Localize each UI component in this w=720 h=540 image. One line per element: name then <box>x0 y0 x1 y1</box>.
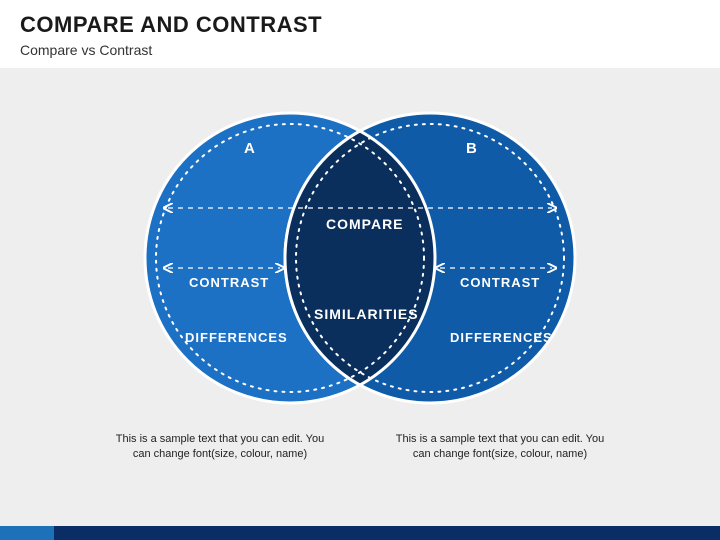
captions-row: This is a sample text that you can edit.… <box>0 432 720 462</box>
page-subtitle: Compare vs Contrast <box>20 42 700 58</box>
venn-svg <box>0 68 720 448</box>
differences-label-a: DIFFERENCES <box>185 330 288 345</box>
venn-diagram: A B COMPARE SIMILARITIES CONTRAST CONTRA… <box>0 68 720 448</box>
circle-a-label: A <box>244 140 255 157</box>
contrast-label-b: CONTRAST <box>460 275 540 290</box>
contrast-label-a: CONTRAST <box>189 275 269 290</box>
compare-label: COMPARE <box>326 216 404 232</box>
caption-a: This is a sample text that you can edit.… <box>115 432 325 462</box>
footer-bar <box>0 526 720 540</box>
caption-b: This is a sample text that you can edit.… <box>395 432 605 462</box>
similarities-label: SIMILARITIES <box>314 306 419 322</box>
differences-label-b: DIFFERENCES <box>450 330 553 345</box>
header: COMPARE AND CONTRAST Compare vs Contrast <box>0 0 720 68</box>
page-title: COMPARE AND CONTRAST <box>20 12 700 38</box>
circle-b-label: B <box>466 140 477 157</box>
